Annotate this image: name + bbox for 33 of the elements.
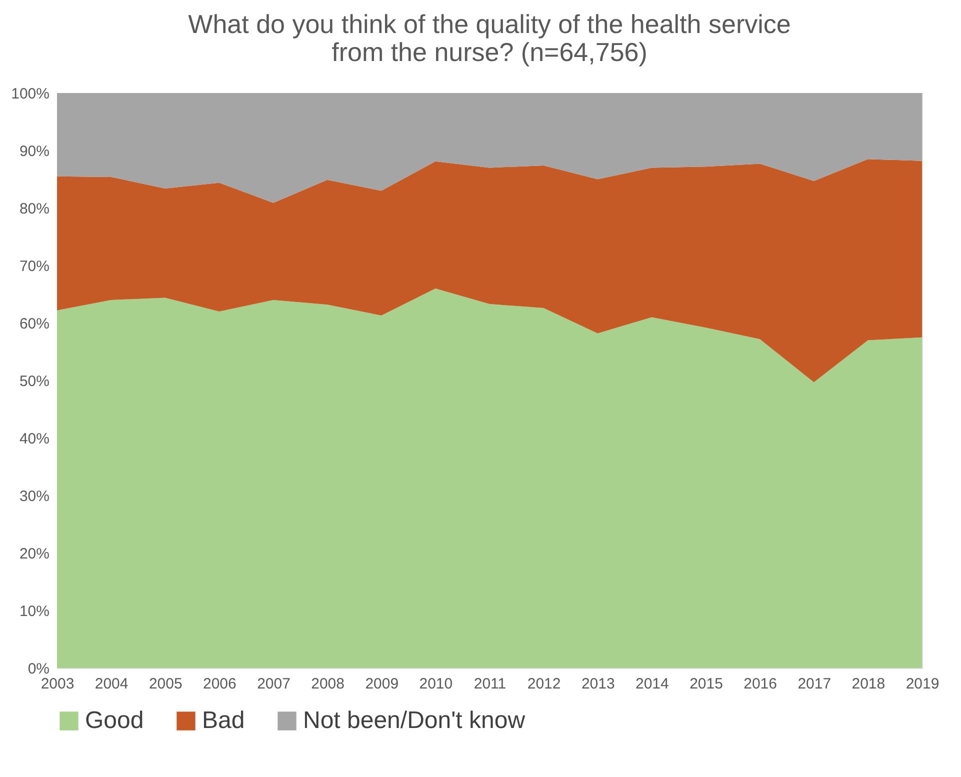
x-tick-label: 2011 [474, 676, 506, 692]
x-tick-label: 2006 [203, 676, 236, 692]
text: What do you think of the quality of the health service [188, 9, 791, 39]
y-tick-label: 40% [19, 430, 50, 448]
y-tick-label: 10% [19, 603, 50, 620]
x-tick-label: 2003 [40, 676, 74, 692]
x-tick-label: 2015 [690, 676, 723, 692]
x-tick-label: 2014 [636, 676, 669, 692]
y-tick-label: 80% [19, 200, 50, 218]
x-tick-label: 2005 [148, 676, 182, 692]
y-tick-label: 20% [19, 546, 50, 562]
x-tick-label: 2018 [852, 676, 886, 692]
x-tick-label: 2013 [581, 676, 615, 692]
x-tick-label: 2012 [527, 676, 561, 692]
legend-label: Bad [202, 707, 245, 734]
legend-label: Good [85, 707, 144, 734]
x-tick-label: 2010 [419, 676, 453, 692]
y-tick-label: 0% [28, 660, 50, 678]
text: from the nurse? (n=64,756) [332, 37, 648, 67]
x-tick-label: 2009 [365, 676, 399, 692]
x-tick-label: 2019 [906, 676, 940, 692]
x-tick-label: 2017 [798, 676, 832, 692]
y-tick-label: 60% [19, 316, 50, 332]
y-tick-label: 100% [11, 86, 50, 102]
legend-label: Not been/Don't know [303, 707, 526, 734]
y-tick-label: 50% [19, 373, 50, 390]
x-tick-label: 2007 [257, 676, 290, 692]
y-tick-label: 70% [19, 258, 50, 275]
y-tick-label: 30% [19, 488, 50, 505]
x-tick-label: 2008 [311, 676, 344, 692]
y-tick-label: 90% [19, 143, 50, 160]
x-tick-label: 2004 [94, 676, 128, 692]
x-tick-label: 2016 [744, 676, 777, 692]
